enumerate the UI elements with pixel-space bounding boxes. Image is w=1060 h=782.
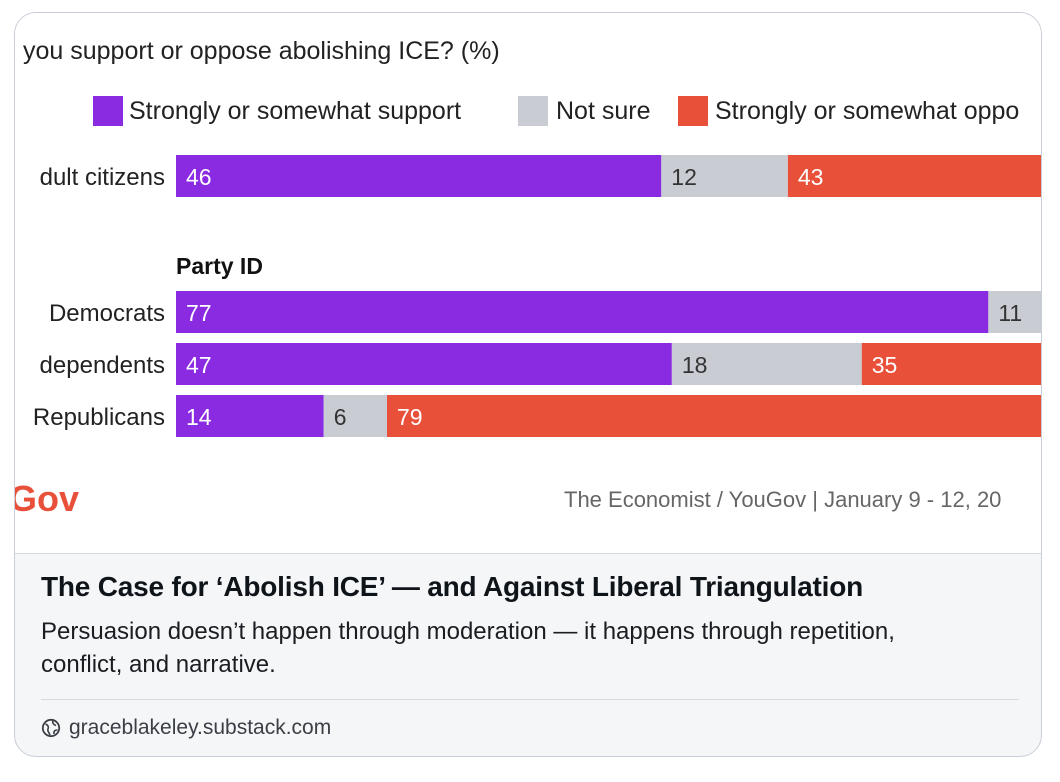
bar-not-sure bbox=[323, 395, 387, 437]
stacked-bar-chart: you support or oppose abolishing ICE? (%… bbox=[15, 37, 1041, 519]
bar-oppose bbox=[787, 155, 1041, 197]
legend-swatch-not-sure bbox=[518, 96, 548, 126]
bar-not-sure bbox=[671, 343, 862, 385]
bar-not-sure bbox=[988, 291, 1041, 333]
chart-image[interactable]: you support or oppose abolishing ICE? (%… bbox=[15, 13, 1041, 554]
bar-not-sure bbox=[661, 155, 788, 197]
legend-label-support: Strongly or somewhat support bbox=[129, 97, 461, 125]
row-label: Republicans bbox=[33, 404, 165, 431]
bar-value-support: 46 bbox=[186, 164, 212, 190]
chart-title: you support or oppose abolishing ICE? (%… bbox=[23, 37, 500, 65]
legend-swatch-oppose bbox=[678, 96, 708, 126]
link-preview-card[interactable]: you support or oppose abolishing ICE? (%… bbox=[14, 12, 1042, 757]
divider bbox=[41, 699, 1019, 700]
globe-icon bbox=[41, 718, 61, 738]
legend-label-not-sure: Not sure bbox=[556, 97, 650, 125]
row-label: Democrats bbox=[49, 300, 165, 327]
bar-value-not-sure: 12 bbox=[671, 164, 697, 190]
section-label-party-id: Party ID bbox=[176, 253, 263, 279]
bar-value-not-sure: 18 bbox=[682, 352, 708, 378]
card-description: Persuasion doesn’t happen through modera… bbox=[41, 618, 895, 678]
bar-value-oppose: 79 bbox=[397, 404, 423, 430]
card-domain[interactable]: graceblakeley.substack.com bbox=[41, 713, 331, 743]
bar-value-not-sure: 11 bbox=[998, 300, 1022, 326]
bar-value-oppose: 43 bbox=[798, 164, 824, 190]
chart-source: The Economist / YouGov | January 9 - 12,… bbox=[564, 487, 1001, 512]
bar-support bbox=[176, 155, 662, 197]
legend: Strongly or somewhat support Not sure St… bbox=[93, 96, 1019, 126]
bar-oppose bbox=[861, 343, 1041, 385]
bar-oppose bbox=[387, 395, 1041, 437]
bar-support bbox=[176, 395, 324, 437]
bar-value-support: 77 bbox=[186, 300, 212, 326]
bar-value-oppose: 35 bbox=[872, 352, 898, 378]
row-label: dependents bbox=[40, 352, 165, 379]
yougov-logo: Gov bbox=[15, 478, 79, 519]
bar-support bbox=[176, 291, 989, 333]
bars-group: dult citizens 46 12 43 Democrats 77 11 dependen… bbox=[33, 155, 1041, 437]
bar-value-support: 47 bbox=[186, 352, 212, 378]
bar-value-not-sure: 6 bbox=[334, 404, 347, 430]
legend-label-oppose: Strongly or somewhat oppo bbox=[715, 97, 1019, 125]
legend-swatch-support bbox=[93, 96, 123, 126]
card-headline[interactable]: The Case for ‘Abolish ICE’ — and Against… bbox=[41, 571, 864, 602]
bar-value-support: 14 bbox=[186, 404, 212, 430]
bar-support bbox=[176, 343, 672, 385]
row-label: dult citizens bbox=[40, 164, 165, 191]
card-caption: The Case for ‘Abolish ICE’ — and Against… bbox=[41, 569, 1021, 681]
domain-text: graceblakeley.substack.com bbox=[69, 716, 332, 739]
